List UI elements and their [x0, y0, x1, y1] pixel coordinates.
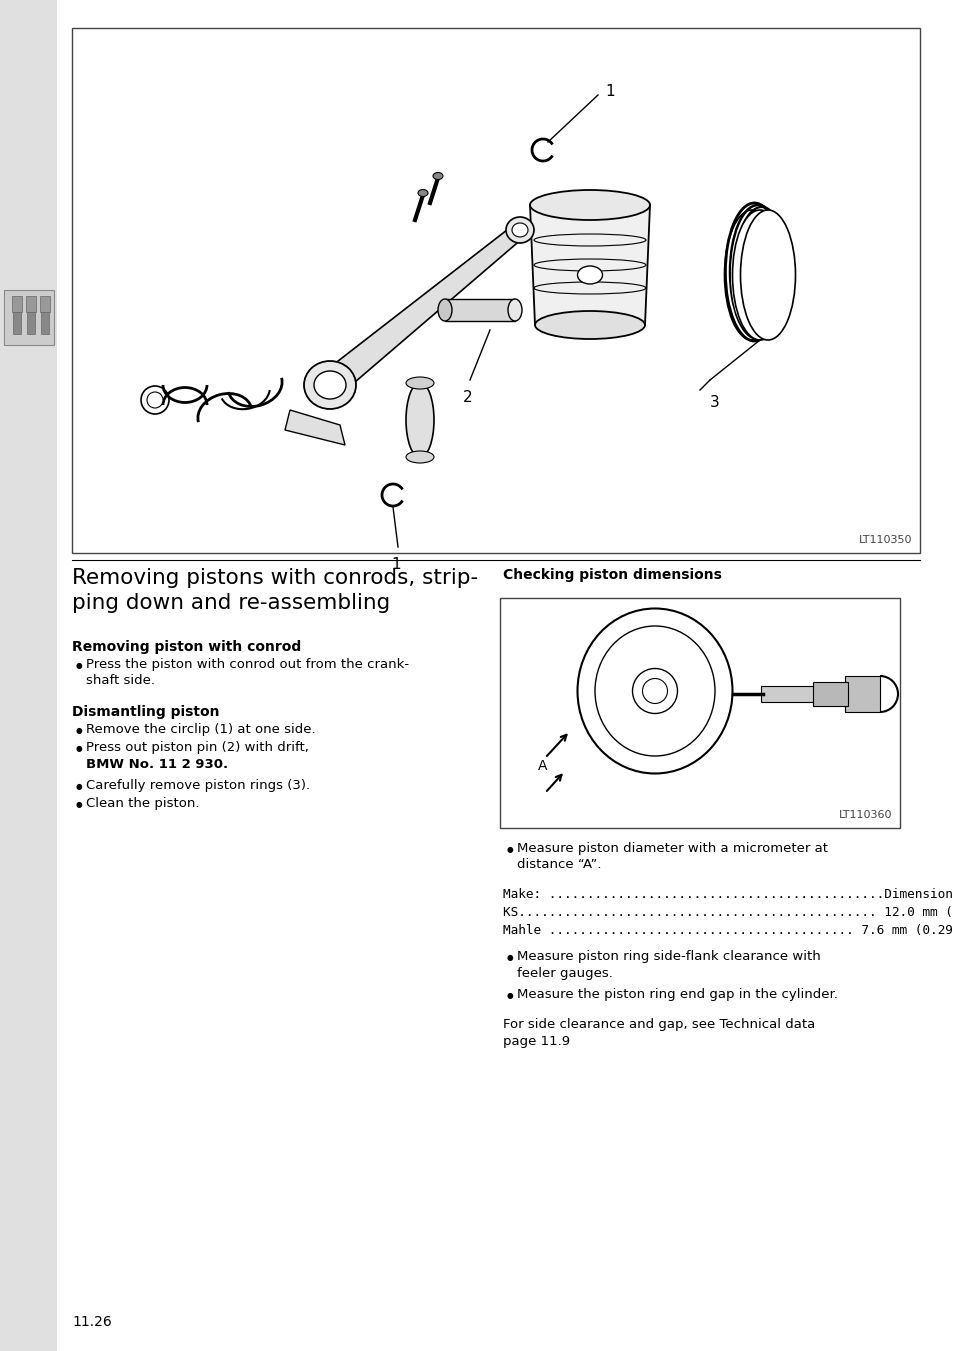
Ellipse shape — [740, 209, 795, 340]
Ellipse shape — [304, 361, 355, 409]
Text: Measure piston diameter with a micrometer at
distance “A”.: Measure piston diameter with a micromete… — [517, 842, 827, 871]
Bar — [4, 290, 54, 345]
Ellipse shape — [746, 218, 788, 332]
Ellipse shape — [595, 626, 714, 757]
Text: A: A — [537, 759, 546, 773]
Text: Press out piston pin (2) with drift,: Press out piston pin (2) with drift, — [86, 740, 309, 754]
Ellipse shape — [535, 311, 644, 339]
Text: ●: ● — [506, 952, 513, 962]
Ellipse shape — [732, 209, 786, 340]
Ellipse shape — [406, 382, 434, 458]
Text: Removing pistons with conrods, strip-
ping down and re-assembling: Removing pistons with conrods, strip- pi… — [71, 567, 477, 613]
Ellipse shape — [530, 190, 649, 220]
Text: 2: 2 — [463, 390, 473, 405]
Ellipse shape — [723, 209, 779, 340]
Ellipse shape — [577, 266, 602, 284]
Ellipse shape — [577, 608, 732, 774]
Text: For side clearance and gap, see Technical data
page 11.9: For side clearance and gap, see Technica… — [502, 1019, 815, 1047]
Bar — [13, 312, 21, 334]
Ellipse shape — [632, 669, 677, 713]
Text: ●: ● — [76, 744, 83, 753]
Ellipse shape — [437, 299, 452, 322]
Text: Make: ............................................Dimension “A”: Make: ..................................… — [502, 888, 953, 901]
Text: BMW No. 11 2 930.: BMW No. 11 2 930. — [86, 758, 228, 771]
Text: ●: ● — [76, 725, 83, 735]
Ellipse shape — [505, 218, 534, 243]
Ellipse shape — [417, 189, 428, 196]
Bar — [760, 686, 835, 703]
Text: ●: ● — [76, 800, 83, 809]
Bar — [444, 299, 515, 322]
Ellipse shape — [739, 218, 781, 332]
Ellipse shape — [147, 392, 163, 408]
Bar — [844, 676, 879, 712]
Ellipse shape — [512, 223, 527, 236]
Text: Carefully remove piston rings (3).: Carefully remove piston rings (3). — [86, 780, 310, 792]
Text: Measure the piston ring end gap in the cylinder.: Measure the piston ring end gap in the c… — [517, 988, 837, 1001]
Text: Mahle ........................................ 7.6 mm (0.299 in): Mahle ..................................… — [502, 924, 953, 938]
Text: Clean the piston.: Clean the piston. — [86, 797, 199, 811]
Bar — [41, 312, 49, 334]
Ellipse shape — [507, 299, 521, 322]
Polygon shape — [530, 205, 649, 326]
Text: 3: 3 — [709, 394, 720, 409]
Bar — [26, 296, 36, 312]
Ellipse shape — [730, 218, 772, 332]
Bar — [40, 296, 50, 312]
Bar — [12, 296, 22, 312]
Text: 1: 1 — [391, 557, 400, 571]
Bar — [499, 598, 899, 828]
Text: ●: ● — [506, 992, 513, 1000]
Text: Remove the circlip (1) at one side.: Remove the circlip (1) at one side. — [86, 723, 315, 736]
Text: ●: ● — [506, 844, 513, 854]
Bar — [71, 28, 919, 553]
Text: 11.26: 11.26 — [71, 1315, 112, 1329]
Text: Removing piston with conrod: Removing piston with conrod — [71, 640, 301, 654]
Ellipse shape — [406, 377, 434, 389]
Bar — [812, 682, 847, 707]
Text: Dismantling piston: Dismantling piston — [71, 705, 219, 719]
Ellipse shape — [433, 173, 442, 180]
Text: 1: 1 — [604, 85, 614, 100]
Text: Checking piston dimensions: Checking piston dimensions — [502, 567, 721, 582]
Bar — [0, 0, 57, 1351]
Text: LT110350: LT110350 — [858, 535, 911, 544]
Text: KS............................................... 12.0 mm (0.472 in): KS......................................… — [502, 907, 953, 919]
Ellipse shape — [314, 372, 346, 399]
Ellipse shape — [406, 451, 434, 463]
Text: Measure piston ring side-flank clearance with
feeler gauges.: Measure piston ring side-flank clearance… — [517, 950, 820, 979]
Polygon shape — [285, 409, 345, 444]
Ellipse shape — [141, 386, 169, 413]
Bar — [27, 312, 35, 334]
Text: Press the piston with conrod out from the crank-
shaft side.: Press the piston with conrod out from th… — [86, 658, 409, 688]
Text: ●: ● — [76, 661, 83, 670]
Polygon shape — [321, 224, 524, 396]
Ellipse shape — [641, 678, 667, 704]
Text: LT110360: LT110360 — [838, 811, 891, 820]
Text: ●: ● — [76, 782, 83, 790]
